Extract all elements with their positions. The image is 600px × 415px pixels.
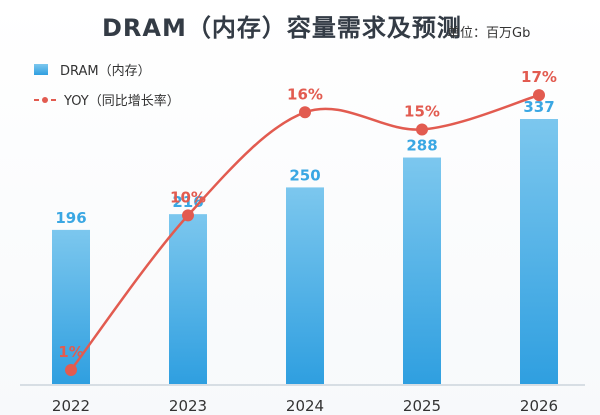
legend-item-yoy: YOY（同比增长率） xyxy=(34,90,180,109)
yoy-point-2025 xyxy=(416,123,428,136)
x-tick-label: 2022 xyxy=(52,397,90,415)
chart-title: DRAM（内存）容量需求及预测 xyxy=(102,14,462,42)
yoy-point-2022 xyxy=(65,364,77,376)
x-tick-label: 2024 xyxy=(286,397,324,415)
bar-2024 xyxy=(286,187,324,384)
yoy-point-2023 xyxy=(182,209,194,222)
bar-value-label: 196 xyxy=(55,209,86,227)
unit-label: 单位：百万Gb xyxy=(447,26,531,41)
bar-2026 xyxy=(520,119,558,384)
legend-label-yoy: YOY（同比增长率） xyxy=(64,94,180,109)
bar-2022 xyxy=(52,229,90,384)
bar-2025 xyxy=(403,157,441,384)
bar-value-label: 337 xyxy=(523,98,554,116)
yoy-value-label: 17% xyxy=(521,68,557,86)
x-tick-label: 2023 xyxy=(169,397,207,415)
yoy-value-label: 15% xyxy=(404,102,440,120)
legend-label-dram: DRAM（内存） xyxy=(60,64,151,79)
bar-value-label: 288 xyxy=(406,137,437,155)
legend-bar-swatch xyxy=(34,64,48,75)
yoy-value-label: 10% xyxy=(170,188,206,206)
yoy-point-2026 xyxy=(533,89,545,102)
x-tick-label: 2025 xyxy=(403,397,441,415)
x-tick-label: 2026 xyxy=(520,397,558,415)
bar-value-label: 250 xyxy=(289,166,320,184)
yoy-value-label: 1% xyxy=(58,343,83,361)
yoy-point-2024 xyxy=(299,106,311,119)
legend-line-swatch xyxy=(34,95,56,105)
bar-2023 xyxy=(169,214,207,384)
legend-item-dram: DRAM（内存） xyxy=(34,60,151,79)
yoy-value-label: 16% xyxy=(287,85,323,103)
